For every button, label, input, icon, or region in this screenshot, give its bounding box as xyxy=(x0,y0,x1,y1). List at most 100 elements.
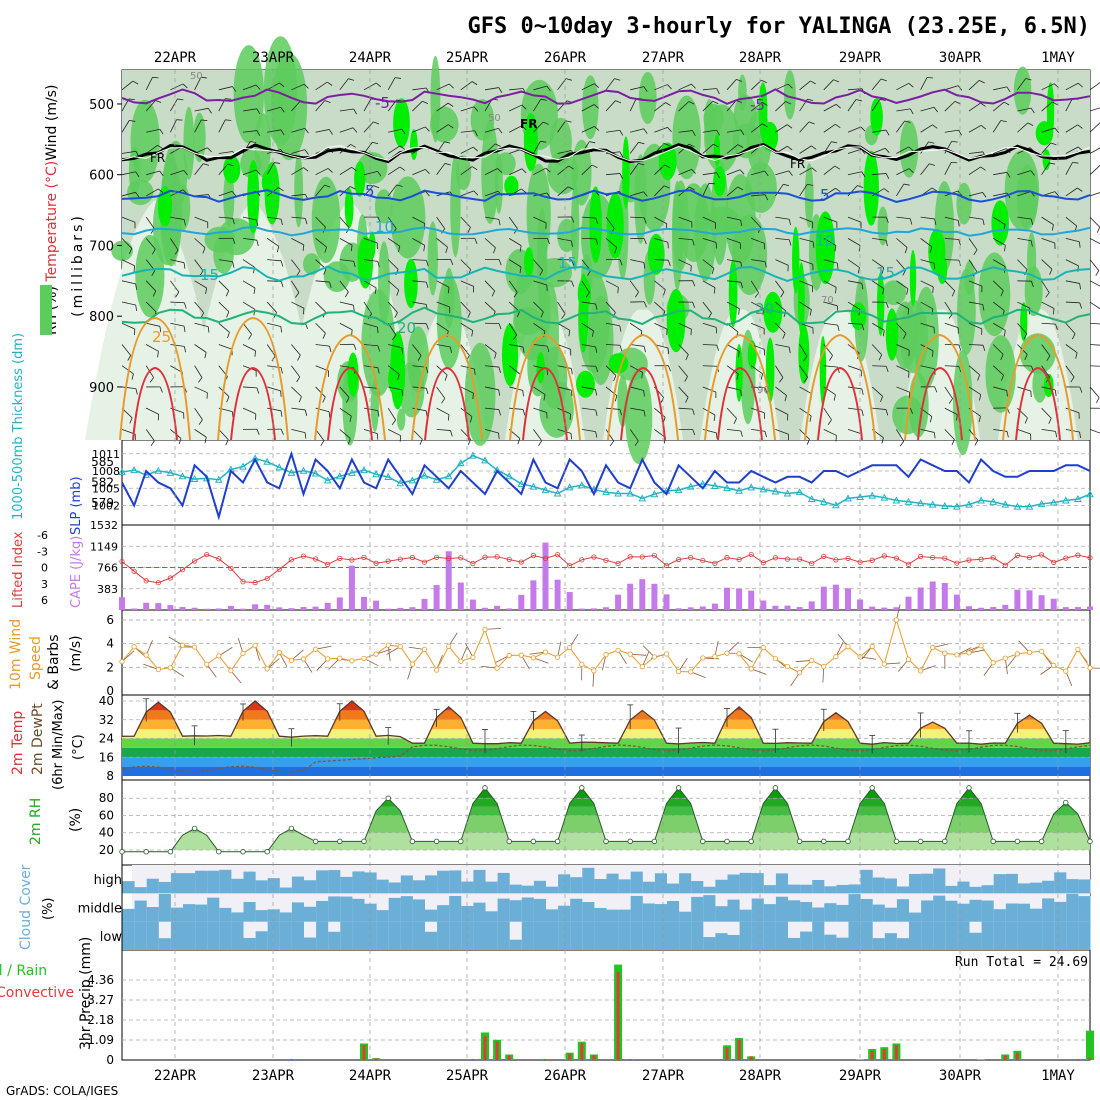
wind-barb-flag xyxy=(908,82,914,88)
wind-barb xyxy=(790,672,800,687)
wind-y-label: & Barbs xyxy=(46,635,62,691)
wind-speed-marker xyxy=(736,651,742,657)
thickness-marker xyxy=(965,500,973,508)
rh-moist-cell xyxy=(1019,333,1056,374)
thickness-marker xyxy=(348,468,356,476)
lifted-index-marker xyxy=(482,554,488,560)
wind-barb-flag xyxy=(834,245,837,252)
contour-label-15: 15 xyxy=(876,264,895,282)
rh-moist-cell xyxy=(1004,150,1040,231)
cape-bar xyxy=(663,594,670,610)
wind-barb xyxy=(992,120,1002,133)
wind-barb xyxy=(291,386,302,397)
cloud-cover-bar xyxy=(667,901,680,922)
wind-tick: 4 xyxy=(106,637,114,651)
temp-line xyxy=(121,700,1091,745)
wind-barb-flag xyxy=(521,188,527,193)
wind-barb xyxy=(1065,280,1080,284)
wind-barb xyxy=(388,386,402,391)
wind-speed-marker xyxy=(530,655,537,661)
wind-barb xyxy=(750,216,762,228)
wind-barb-flag xyxy=(256,108,261,115)
wind-barb xyxy=(799,80,811,91)
rh-saturated-cell xyxy=(357,235,374,289)
cloud-unit-label: (%) xyxy=(41,898,56,921)
wind-barb-flag xyxy=(1055,431,1058,438)
cape-bar xyxy=(736,588,743,610)
wind-barb-flag xyxy=(152,76,159,79)
cloud-cover-bar xyxy=(993,921,1006,950)
cloud-cover-bar xyxy=(183,921,196,950)
wind-barb xyxy=(1041,237,1055,244)
wind-barb xyxy=(436,216,446,229)
contour-30 xyxy=(1015,366,1061,441)
wind-barb xyxy=(339,166,352,176)
wind-barb-flag xyxy=(135,283,137,290)
wind-barb xyxy=(654,102,666,112)
lifted-index-marker xyxy=(821,553,827,560)
wind-barb-flag xyxy=(737,144,744,148)
wind-barb xyxy=(799,407,812,417)
wind-barb-flag xyxy=(1048,418,1052,424)
lifted-index-label: Lifted Index xyxy=(11,531,26,608)
wind-speed-marker xyxy=(361,655,367,662)
wind-speed-marker xyxy=(1026,649,1033,656)
lifted-index-marker xyxy=(881,553,887,559)
wind-barb xyxy=(1065,344,1078,354)
wind-barb xyxy=(315,280,330,283)
wind-barb-flag xyxy=(958,344,962,351)
wind-barb-flag xyxy=(1046,355,1051,362)
wind-barb xyxy=(993,148,1007,154)
precip-convective-bar xyxy=(749,1056,753,1060)
wind-barb-flag xyxy=(855,99,862,102)
wind-barb xyxy=(508,238,522,246)
wind-barb-flag xyxy=(929,163,936,166)
wind-barb xyxy=(291,100,302,112)
rh-marker xyxy=(579,785,585,791)
wind-barb xyxy=(1041,162,1050,175)
rh-y-label: 2m RH xyxy=(28,798,44,845)
wind-barb-flag xyxy=(619,151,624,158)
cape-bar xyxy=(336,597,343,610)
wind-barb xyxy=(944,407,958,415)
rh-marker xyxy=(385,795,391,801)
wind-barb-flag xyxy=(643,217,647,224)
wind-barb-flag xyxy=(392,334,397,341)
cloud-cover-bar xyxy=(170,907,183,922)
wind-barb-flag xyxy=(372,141,379,145)
wind-barb-flag xyxy=(205,287,208,294)
wind-barb xyxy=(145,188,159,197)
contour-25 xyxy=(119,316,191,441)
cloud-cover-bar xyxy=(1078,921,1091,950)
wind-barb-flag xyxy=(469,416,473,423)
wind-tick: 0 xyxy=(106,684,114,698)
wind-barb-flag xyxy=(159,128,164,135)
cloud-cover-bar xyxy=(122,881,135,894)
wind-barb xyxy=(218,216,233,219)
wind-barb xyxy=(847,280,862,284)
wind-barb xyxy=(387,365,400,375)
wind-barb xyxy=(508,259,522,268)
wind-barb xyxy=(871,386,883,397)
wind-barb xyxy=(1041,142,1052,154)
wind-barb xyxy=(678,407,693,410)
cloud-cover-bar xyxy=(509,939,522,950)
wind-barb-flag xyxy=(903,183,910,186)
rh-saturated-cell xyxy=(885,308,899,361)
wind-barb xyxy=(557,100,568,112)
contour-label-5: 5 xyxy=(820,186,830,204)
wind-barb-flag xyxy=(1006,431,1009,438)
cape-bar xyxy=(179,607,186,610)
wind-barb xyxy=(412,429,423,440)
wind-barb xyxy=(751,194,766,197)
cape-bar xyxy=(905,596,912,610)
wind-barb xyxy=(557,322,570,331)
wind-barb-flag xyxy=(740,129,745,136)
cape-bar xyxy=(554,579,561,610)
contour-label-10: 10 xyxy=(375,218,394,236)
wind-barb-flag xyxy=(907,308,910,315)
date-axis-labels: 22APR22APR23APR23APR24APR24APR25APR25APR… xyxy=(154,50,1076,1084)
wind-barb-flag xyxy=(540,311,544,318)
wind-barb xyxy=(678,101,690,112)
cloud-cover-bar xyxy=(836,884,849,894)
